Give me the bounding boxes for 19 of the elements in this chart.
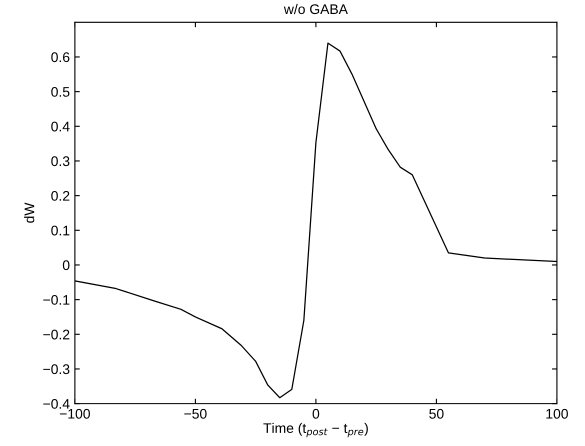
y-tick-label: 0.5 [51, 86, 70, 97]
x-tick-label: −100 [60, 408, 90, 419]
y-tick-label: 0.1 [51, 226, 70, 236]
x-tick-label: −50 [184, 408, 207, 419]
y-tick-label: 0 [62, 260, 70, 270]
y-tick-label: −0.2 [43, 330, 70, 340]
chart-title: w/o GABA [284, 4, 348, 14]
x-tick-label: 50 [429, 408, 444, 419]
x-axis-title: Time (t$_{post}$ − t$_{pre}$) [263, 422, 368, 438]
y-tick-label: −0.4 [43, 398, 70, 409]
y-tick-label: 0.2 [51, 190, 70, 201]
y-tick-label: 0.4 [51, 122, 70, 132]
y-tick-label: 0.3 [51, 156, 70, 166]
x-tick-label: 100 [546, 408, 568, 419]
y-axis-title: dW [24, 202, 34, 223]
x-tick-label: 0 [312, 408, 320, 419]
y-tick-label: −0.1 [43, 294, 70, 305]
y-tick-label: 0.6 [51, 52, 70, 62]
y-tick-label: −0.3 [43, 364, 70, 374]
